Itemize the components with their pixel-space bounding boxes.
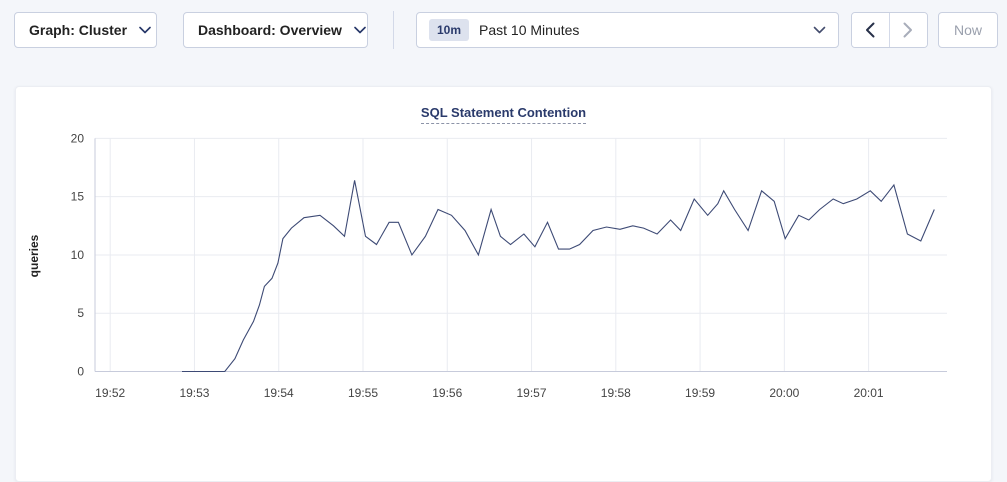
svg-text:20:01: 20:01 (854, 386, 884, 400)
svg-text:19:54: 19:54 (264, 386, 294, 400)
svg-text:20: 20 (71, 131, 85, 145)
svg-text:19:59: 19:59 (685, 386, 715, 400)
svg-text:queries: queries (27, 234, 41, 277)
svg-text:19:56: 19:56 (432, 386, 462, 400)
svg-text:19:53: 19:53 (179, 386, 209, 400)
svg-text:5: 5 (77, 306, 84, 320)
svg-text:19:55: 19:55 (348, 386, 378, 400)
svg-text:10: 10 (71, 248, 85, 262)
svg-text:20:00: 20:00 (769, 386, 799, 400)
svg-text:19:57: 19:57 (517, 386, 547, 400)
svg-text:0: 0 (77, 365, 84, 379)
svg-text:19:58: 19:58 (601, 386, 631, 400)
svg-text:15: 15 (71, 190, 85, 204)
svg-text:19:52: 19:52 (95, 386, 125, 400)
